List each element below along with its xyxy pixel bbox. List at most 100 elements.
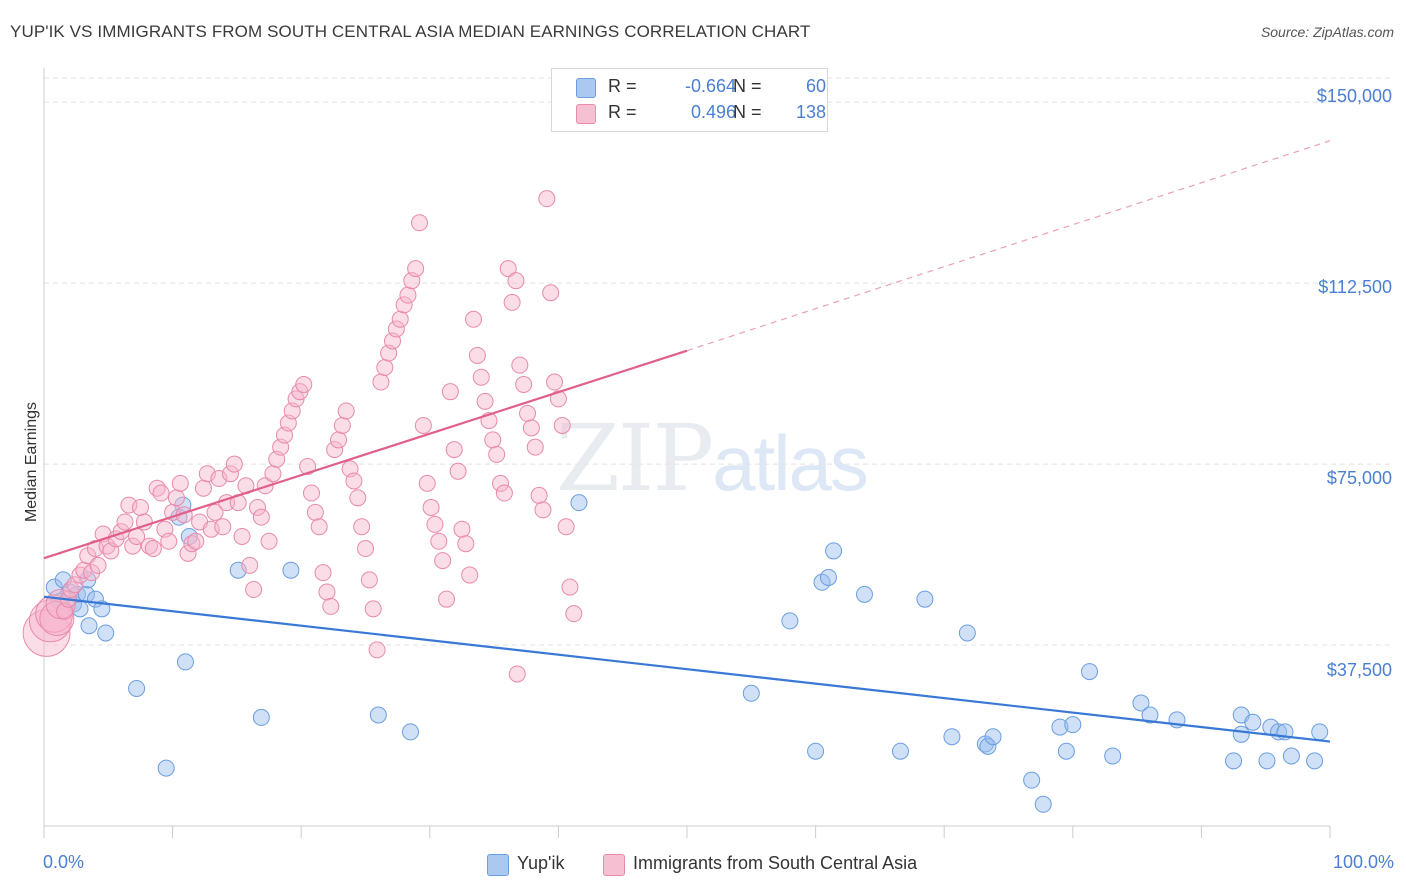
immigrants-point [422, 498, 440, 516]
axes [43, 68, 1331, 838]
immigrants-point [306, 503, 324, 521]
legend-n-label: N = [733, 76, 762, 96]
yupik-point [1141, 706, 1159, 724]
immigrants-point [264, 465, 282, 483]
immigrants-point [376, 359, 394, 377]
yupik-point [1244, 713, 1262, 731]
yupik-point [1306, 752, 1324, 770]
immigrants-point [511, 356, 529, 374]
watermark-zip: ZIP [556, 405, 714, 512]
immigrants-point [484, 431, 502, 449]
immigrants-point [476, 392, 494, 410]
immigrants-point [522, 419, 540, 437]
immigrants-point [407, 260, 425, 278]
legend-n-label: N = [733, 102, 762, 122]
immigrants-point [542, 284, 560, 302]
yupik-point [807, 742, 825, 760]
yupik-point [570, 494, 588, 512]
immigrants-point [549, 390, 567, 408]
series-swatch-blue [487, 854, 509, 876]
yupik-point [781, 612, 799, 630]
immigrants-point [534, 501, 552, 519]
immigrants-point [430, 532, 448, 550]
yupik-point [958, 624, 976, 642]
x-tick-label-start: 0.0% [43, 852, 85, 872]
x-tick-label-end: 100.0% [1332, 852, 1394, 872]
immigrants-point [187, 532, 205, 550]
immigrants-point [565, 605, 583, 623]
immigrants-point [538, 190, 556, 208]
immigrants-point [131, 498, 149, 516]
immigrants-point [372, 373, 390, 391]
immigrants-point [561, 578, 579, 596]
yupik-point [916, 590, 934, 608]
immigrants-point [167, 489, 185, 507]
immigrants-point [116, 513, 134, 531]
immigrants-point [314, 564, 332, 582]
immigrants-trendline [43, 349, 688, 560]
yupik-point [402, 723, 420, 741]
immigrants-point [326, 441, 344, 459]
immigrants-point [299, 457, 317, 475]
chart-title: YUP'IK VS IMMIGRANTS FROM SOUTH CENTRAL … [10, 22, 811, 41]
watermark-atlas: atlas [712, 419, 869, 507]
immigrants-point [310, 518, 328, 536]
immigrants-point [515, 375, 533, 393]
immigrants-point [461, 566, 479, 584]
legend-swatch-pink [576, 104, 596, 124]
y-axis-label: Median Earnings [23, 401, 40, 523]
immigrants-point [345, 472, 363, 490]
immigrants-point [391, 310, 409, 328]
immigrants-point [387, 320, 405, 338]
yupik-point [176, 653, 194, 671]
immigrants-point [507, 272, 525, 290]
immigrants-point [468, 346, 486, 364]
immigrants-point [302, 484, 320, 502]
immigrants-point [353, 518, 371, 536]
immigrants-point [260, 532, 278, 550]
immigrants-point [411, 214, 429, 232]
yupik-point [80, 617, 98, 635]
immigrants-point [221, 465, 239, 483]
series-legend-label: Yup'ik [517, 853, 565, 873]
immigrants-point [449, 462, 467, 480]
immigrants-point [248, 498, 266, 516]
immigrants-point [492, 474, 510, 492]
yupik-point [97, 624, 115, 642]
immigrants-point [144, 540, 162, 558]
legend-r-label: R = [608, 102, 637, 122]
immigrants-point [22, 609, 71, 657]
immigrants-point [414, 416, 432, 434]
yupik-point [252, 708, 270, 726]
series-yupik-points [45, 494, 1329, 813]
immigrants-point [472, 368, 490, 386]
immigrants-point [357, 540, 374, 558]
series-swatch-pink [603, 854, 625, 876]
yupik-point [1311, 723, 1329, 741]
immigrants-point [438, 590, 456, 608]
immigrants-point [364, 600, 382, 618]
immigrants-point [83, 564, 101, 582]
immigrants-point [526, 438, 544, 456]
immigrants-point [530, 486, 548, 504]
immigrants-point [160, 532, 178, 550]
immigrants-point [179, 544, 197, 562]
immigrants-point [66, 576, 84, 594]
immigrants-point [495, 484, 513, 502]
yupik-point [742, 684, 760, 702]
yupik-point [979, 737, 997, 755]
immigrants-point [214, 518, 232, 536]
immigrants-point [434, 552, 452, 570]
yupik-point [1034, 795, 1052, 813]
immigrants-point [546, 373, 564, 391]
immigrants-point [488, 445, 506, 463]
legend-swatch-blue [576, 78, 596, 98]
immigrants-point [368, 641, 386, 659]
immigrants-point [241, 556, 259, 574]
trendlines [43, 140, 1331, 743]
immigrants-point [194, 479, 212, 497]
yupik-point [1282, 747, 1300, 765]
yupik-trendline [43, 595, 1331, 743]
yupik-point [1057, 742, 1075, 760]
